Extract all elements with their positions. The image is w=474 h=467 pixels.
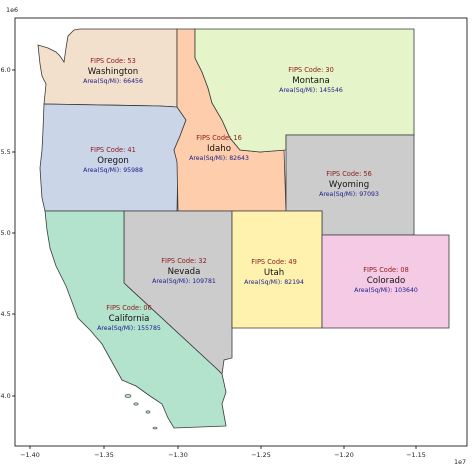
area-idaho: Area(Sq/Mi): 82643 bbox=[189, 155, 249, 162]
area-oregon: Area(Sq/Mi): 95988 bbox=[83, 167, 143, 174]
area-wyoming: Area(Sq/Mi): 97093 bbox=[319, 191, 379, 198]
state-name-colorado: Colorado bbox=[367, 276, 405, 286]
state-name-wyoming: Wyoming bbox=[329, 180, 369, 190]
area-nevada: Area(Sq/Mi): 109781 bbox=[152, 278, 216, 285]
y-tick-label: 5.5 bbox=[1, 148, 11, 156]
state-name-utah: Utah bbox=[264, 268, 284, 278]
state-name-idaho: Idaho bbox=[207, 144, 231, 154]
island-2 bbox=[133, 402, 139, 406]
fips-code-montana: FIPS Code: 30 bbox=[288, 66, 334, 74]
y-axis: 6.0 5.5 5.0 4.5 4.0 bbox=[1, 66, 15, 400]
state-colorado[interactable] bbox=[321, 234, 450, 329]
x-tick-label: −1.30 bbox=[168, 451, 188, 459]
x-tick-label: −1.20 bbox=[334, 451, 354, 459]
area-utah: Area(Sq/Mi): 82194 bbox=[244, 279, 304, 286]
x-axis-exponent: 1e7 bbox=[454, 458, 466, 466]
x-tick-label: −1.25 bbox=[251, 451, 271, 459]
y-tick-label: 5.0 bbox=[1, 229, 11, 237]
y-tick-label: 6.0 bbox=[1, 66, 11, 74]
channel-islands bbox=[124, 394, 158, 430]
fips-code-utah: FIPS Code: 49 bbox=[251, 258, 297, 266]
island-4 bbox=[152, 426, 158, 430]
fips-code-colorado: FIPS Code: 08 bbox=[363, 266, 409, 274]
state-washington[interactable] bbox=[37, 28, 178, 108]
label-washington: FIPS Code: 53 Washington Area(Sq/Mi): 66… bbox=[83, 57, 143, 85]
x-tick-label: −1.35 bbox=[94, 451, 114, 459]
label-california: FIPS Code: 06 California Area(Sq/Mi): 15… bbox=[97, 304, 161, 332]
x-tick-label: −1.40 bbox=[20, 451, 40, 459]
y-axis-exponent: 1e6 bbox=[6, 6, 18, 14]
fips-code-wyoming: FIPS Code: 56 bbox=[326, 170, 372, 178]
area-california: Area(Sq/Mi): 155785 bbox=[97, 325, 161, 332]
area-montana: Area(Sq/Mi): 145546 bbox=[279, 87, 343, 94]
state-name-montana: Montana bbox=[292, 76, 329, 86]
fips-code-california: FIPS Code: 06 bbox=[106, 304, 152, 312]
island-3 bbox=[145, 410, 151, 414]
state-name-nevada: Nevada bbox=[168, 267, 201, 277]
y-tick-label: 4.5 bbox=[1, 310, 11, 318]
y-tick-label: 4.0 bbox=[1, 392, 11, 400]
label-nevada: FIPS Code: 32 Nevada Area(Sq/Mi): 109781 bbox=[152, 257, 216, 285]
state-name-california: California bbox=[109, 314, 150, 324]
label-idaho: FIPS Code: 16 Idaho Area(Sq/Mi): 82643 bbox=[189, 134, 249, 162]
label-montana: FIPS Code: 30 Montana Area(Sq/Mi): 14554… bbox=[279, 66, 343, 94]
label-oregon: FIPS Code: 41 Oregon Area(Sq/Mi): 95988 bbox=[83, 146, 143, 174]
state-name-oregon: Oregon bbox=[97, 156, 129, 166]
plot-frame bbox=[14, 17, 468, 447]
state-name-washington: Washington bbox=[88, 67, 139, 77]
x-axis: −1.40 −1.35 −1.30 −1.25 −1.20 −1.15 bbox=[20, 446, 426, 459]
label-colorado: FIPS Code: 08 Colorado Area(Sq/Mi): 1036… bbox=[354, 266, 418, 294]
label-utah: FIPS Code: 49 Utah Area(Sq/Mi): 82194 bbox=[244, 258, 304, 286]
area-washington: Area(Sq/Mi): 66456 bbox=[83, 78, 143, 85]
label-wyoming: FIPS Code: 56 Wyoming Area(Sq/Mi): 97093 bbox=[319, 170, 379, 198]
state-california[interactable] bbox=[44, 210, 227, 429]
fips-code-idaho: FIPS Code: 16 bbox=[196, 134, 242, 142]
fips-code-washington: FIPS Code: 53 bbox=[90, 57, 136, 65]
x-tick-label: −1.15 bbox=[406, 451, 426, 459]
fips-code-nevada: FIPS Code: 32 bbox=[161, 257, 207, 265]
island-1 bbox=[124, 394, 132, 398]
area-colorado: Area(Sq/Mi): 103640 bbox=[354, 287, 418, 294]
fips-code-oregon: FIPS Code: 41 bbox=[90, 146, 136, 154]
